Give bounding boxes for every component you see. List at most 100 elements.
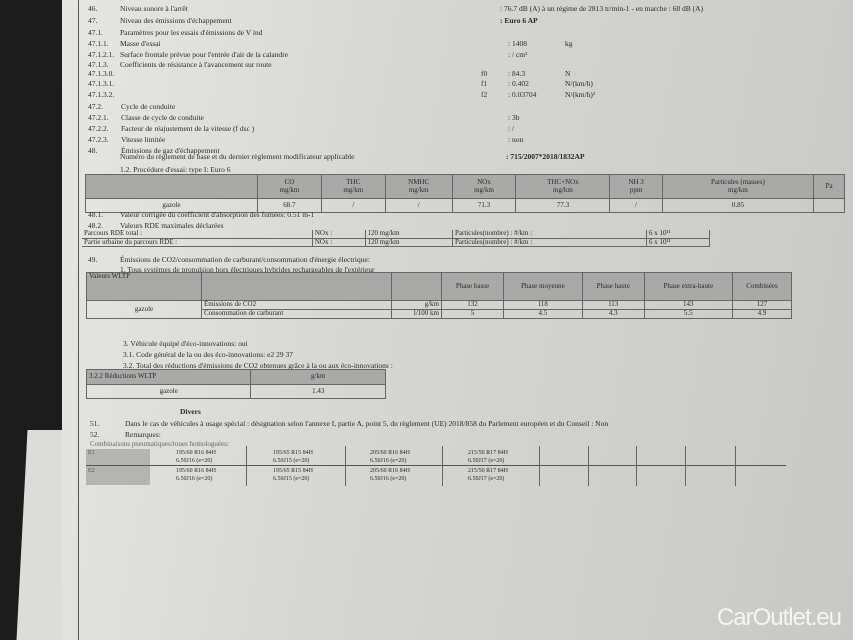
wltp-table: Valeurs WLTP Phase basse Phase moyenne Phas… [86,272,793,319]
item-label: Coefficients de résistance à l'avancemen… [120,60,272,69]
item-label: Masse d'essai [120,39,161,48]
item-label: Paramètres pour les essais d'émissions d… [120,28,263,37]
column-divider [685,446,686,486]
item-num: 47.1.3.0. [88,69,115,78]
emission-value: 71.3 [451,198,517,213]
wltp-row-unit: g/km [391,300,442,310]
header-name: Particules (masses) [711,177,765,186]
item-num: 47. [88,16,98,25]
item-num: 47.2.2. [88,124,109,133]
item-label: Niveau des émissions d'échappement [120,16,232,25]
item-num: 51. [90,419,100,428]
emission-header: CO mg/km [257,174,322,199]
item-label: Valeur corrigée du coefficient d'absorpt… [120,210,315,219]
blank-cell [201,272,392,301]
rim-size: 6.50J16 (e=20) [370,458,407,464]
column-divider [345,446,346,486]
item-value: : 84.3 [508,69,526,78]
emissions-table: CO mg/km THC mg/km NMHC mg/km NOx mg/km THC+NOx m… [85,174,845,213]
reduction-value: 1.43 [250,384,386,399]
wltp-value: 113 [581,300,645,310]
header-unit: mg/km [474,185,494,194]
emission-header: Pa [813,174,845,199]
header-unit: mg/km [408,185,429,194]
header-unit: mg/km [728,185,748,194]
column-divider [442,446,443,486]
emission-header: NMHC mg/km [384,174,453,199]
item-num: 47.1.3.2. [88,90,115,99]
item-value: : / cm² [508,50,528,59]
item-label: Cycle de conduite [121,102,176,111]
rde-label: Parcours RDE total : [82,229,313,239]
item-num: 47.2.1. [88,113,109,122]
wltp-value: 143 [643,300,733,310]
item-num: 48.2. [88,221,103,230]
item-num: 47.1.3.1. [88,79,115,88]
item-num: 47.2.3. [88,135,109,144]
item-label: Facteur de réajustement de la vitesse (f… [121,124,255,133]
wltp-title: Valeurs WLTP [86,272,202,301]
emission-value: 77.3 [515,198,611,213]
item-value: : / [508,124,515,133]
rde-label: Partie urbaine du parcours RDE : [82,238,313,248]
rim-size: 6.50J17 (e=20) [468,458,505,464]
phase-header: Phase extra-haute [643,272,733,301]
wltp-value: 4.5 [502,309,583,319]
rde-nox: NOx : [312,229,366,239]
item-unit: N/(km/h) [565,79,593,88]
axle-label: E1 [88,450,95,456]
item-label: Émissions de CO2/consommation de carbura… [120,255,370,264]
wltp-value: 5 [441,309,504,319]
reduction-table: 3.2.2 Réductions WLTP g/km gazole 1.43 [85,369,386,399]
coefficient-symbol: f0 [481,69,488,78]
phase-header: Combinées [731,272,793,301]
wltp-value: 118 [502,300,583,310]
phase-header: Phase moyenne [502,272,583,301]
rim-size: 6.50J16 (e=20) [176,476,213,482]
axle-cell [86,449,150,485]
header-name: NOx [477,177,491,186]
emission-value [813,198,845,213]
column-divider [539,446,540,486]
item-num: 47.2. [88,102,103,111]
emission-value: / [320,198,386,213]
item-num: 47.1. [88,28,103,37]
watermark-logo: CarOutlet.eu [716,604,842,631]
emission-header: NH 3 ppm [609,174,663,199]
rim-size: 6.50J15 (e=20) [273,476,310,482]
reduction-header: 3.2.2 Réductions WLTP [85,369,252,385]
item-value: : 76.7 dB (A) à un régime de 2813 tr/min… [500,4,704,13]
emission-value: 0.85 [661,198,815,213]
header-name: THC+NOx [547,177,579,186]
header-name: NMHC [408,177,430,186]
axle-label: E2 [88,468,95,474]
eco-line: 3. Véhicule équipé d'éco-innovations: ou… [123,339,248,348]
item-value: : non [508,135,524,144]
tyre-size: 195/60 R16 84H [176,450,217,456]
tyre-size: 205/60 R16 84H [370,450,411,456]
coefficient-symbol: f2 [481,90,488,99]
item-label: Dans le cas de véhicules à usage spécial… [125,419,609,428]
phase-header: Phase haute [581,272,645,301]
eco-line: 3.2. Total des réductions d'émissions de… [123,361,393,370]
header-unit: ppm [629,185,643,194]
row-divider [86,465,786,466]
header-unit: mg/km [279,185,300,194]
item-num: 49. [88,255,98,264]
tyre-size: 195/65 R15 84H [273,468,314,474]
wltp-row-label: Émissions de CO2 [201,300,392,310]
header-unit: mg/km [553,185,573,194]
header-name: NH 3 [628,177,644,186]
tyre-size: 195/60 R16 84H [176,468,217,474]
tyre-size: 215/50 R17 84H [468,468,509,474]
procedure-label: 1.2. Procédure d'essai: type I: Euro 6 [120,165,231,174]
item-num: 47.1.1. [88,39,109,48]
item-label: Surface frontale prévue pour l'entrée d'… [120,50,289,59]
blank-cell [391,272,442,301]
wltp-value: 4.9 [731,309,793,319]
reduction-unit: g/km [250,369,386,385]
header-name: THC [346,177,361,186]
tyre-size: 215/50 R17 84H [468,450,509,456]
item-label: Niveau sonore à l'arrêt [120,4,188,13]
item-unit: kg [565,39,573,48]
